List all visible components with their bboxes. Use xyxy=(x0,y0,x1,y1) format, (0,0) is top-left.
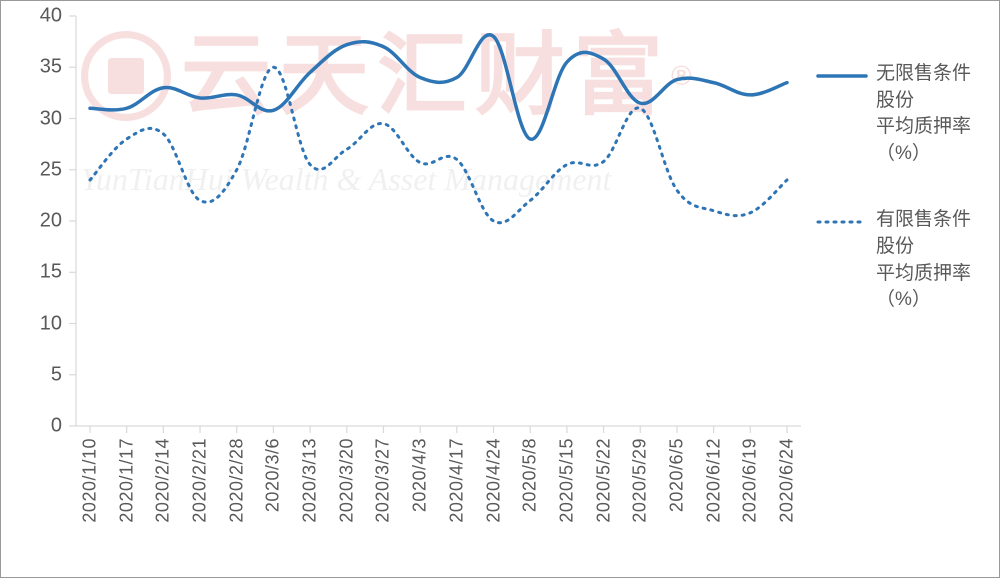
x-tick-label: 2020/1/17 xyxy=(116,438,137,523)
y-tick-label: 10 xyxy=(1,312,62,335)
legend-swatch-icon xyxy=(816,65,868,87)
y-tick-label: 30 xyxy=(1,107,62,130)
y-tick-label: 25 xyxy=(1,158,62,181)
y-tick-label: 15 xyxy=(1,261,62,284)
legend-item-restricted: 有限售条件股份平均质押率（%） xyxy=(816,207,981,313)
legend: 无限售条件股份平均质押率（%） 有限售条件股份平均质押率（%） xyxy=(816,61,981,354)
x-tick-label: 2020/3/6 xyxy=(263,438,284,512)
x-tick-label: 2020/2/14 xyxy=(153,438,174,523)
y-tick-label: 5 xyxy=(1,363,62,386)
legend-label: 无限售条件股份平均质押率（%） xyxy=(876,61,981,167)
x-tick-label: 2020/6/24 xyxy=(777,438,798,523)
series-restricted xyxy=(90,67,787,223)
x-tick-label: 2020/3/27 xyxy=(373,438,394,523)
x-tick-label: 2020/3/13 xyxy=(300,438,321,523)
x-tick-label: 2020/2/28 xyxy=(226,438,247,523)
legend-label: 有限售条件股份平均质押率（%） xyxy=(876,207,981,313)
y-tick-label: 20 xyxy=(1,210,62,233)
x-tick-label: 2020/5/29 xyxy=(630,438,651,523)
x-tick-label: 2020/4/3 xyxy=(410,438,431,512)
x-tick-label: 2020/5/22 xyxy=(593,438,614,523)
x-tick-label: 2020/5/8 xyxy=(520,438,541,512)
x-tick-label: 2020/2/21 xyxy=(190,438,211,523)
x-tick-label: 2020/6/5 xyxy=(666,438,687,512)
legend-swatch-icon xyxy=(816,211,868,233)
x-tick-label: 2020/4/24 xyxy=(483,438,504,523)
x-tick-label: 2020/5/15 xyxy=(556,438,577,523)
x-tick-label: 2020/6/12 xyxy=(703,438,724,523)
legend-item-unrestricted: 无限售条件股份平均质押率（%） xyxy=(816,61,981,167)
chart-container: 云天汇财富® YunTianHui Wealth & Asset Managem… xyxy=(0,0,1000,578)
x-tick-label: 2020/1/10 xyxy=(80,438,101,523)
x-tick-label: 2020/4/17 xyxy=(446,438,467,523)
y-tick-label: 0 xyxy=(1,415,62,438)
y-tick-label: 40 xyxy=(1,5,62,28)
x-tick-label: 2020/3/20 xyxy=(336,438,357,523)
y-tick-label: 35 xyxy=(1,56,62,79)
series-unrestricted xyxy=(90,35,787,139)
x-tick-label: 2020/6/19 xyxy=(740,438,761,523)
